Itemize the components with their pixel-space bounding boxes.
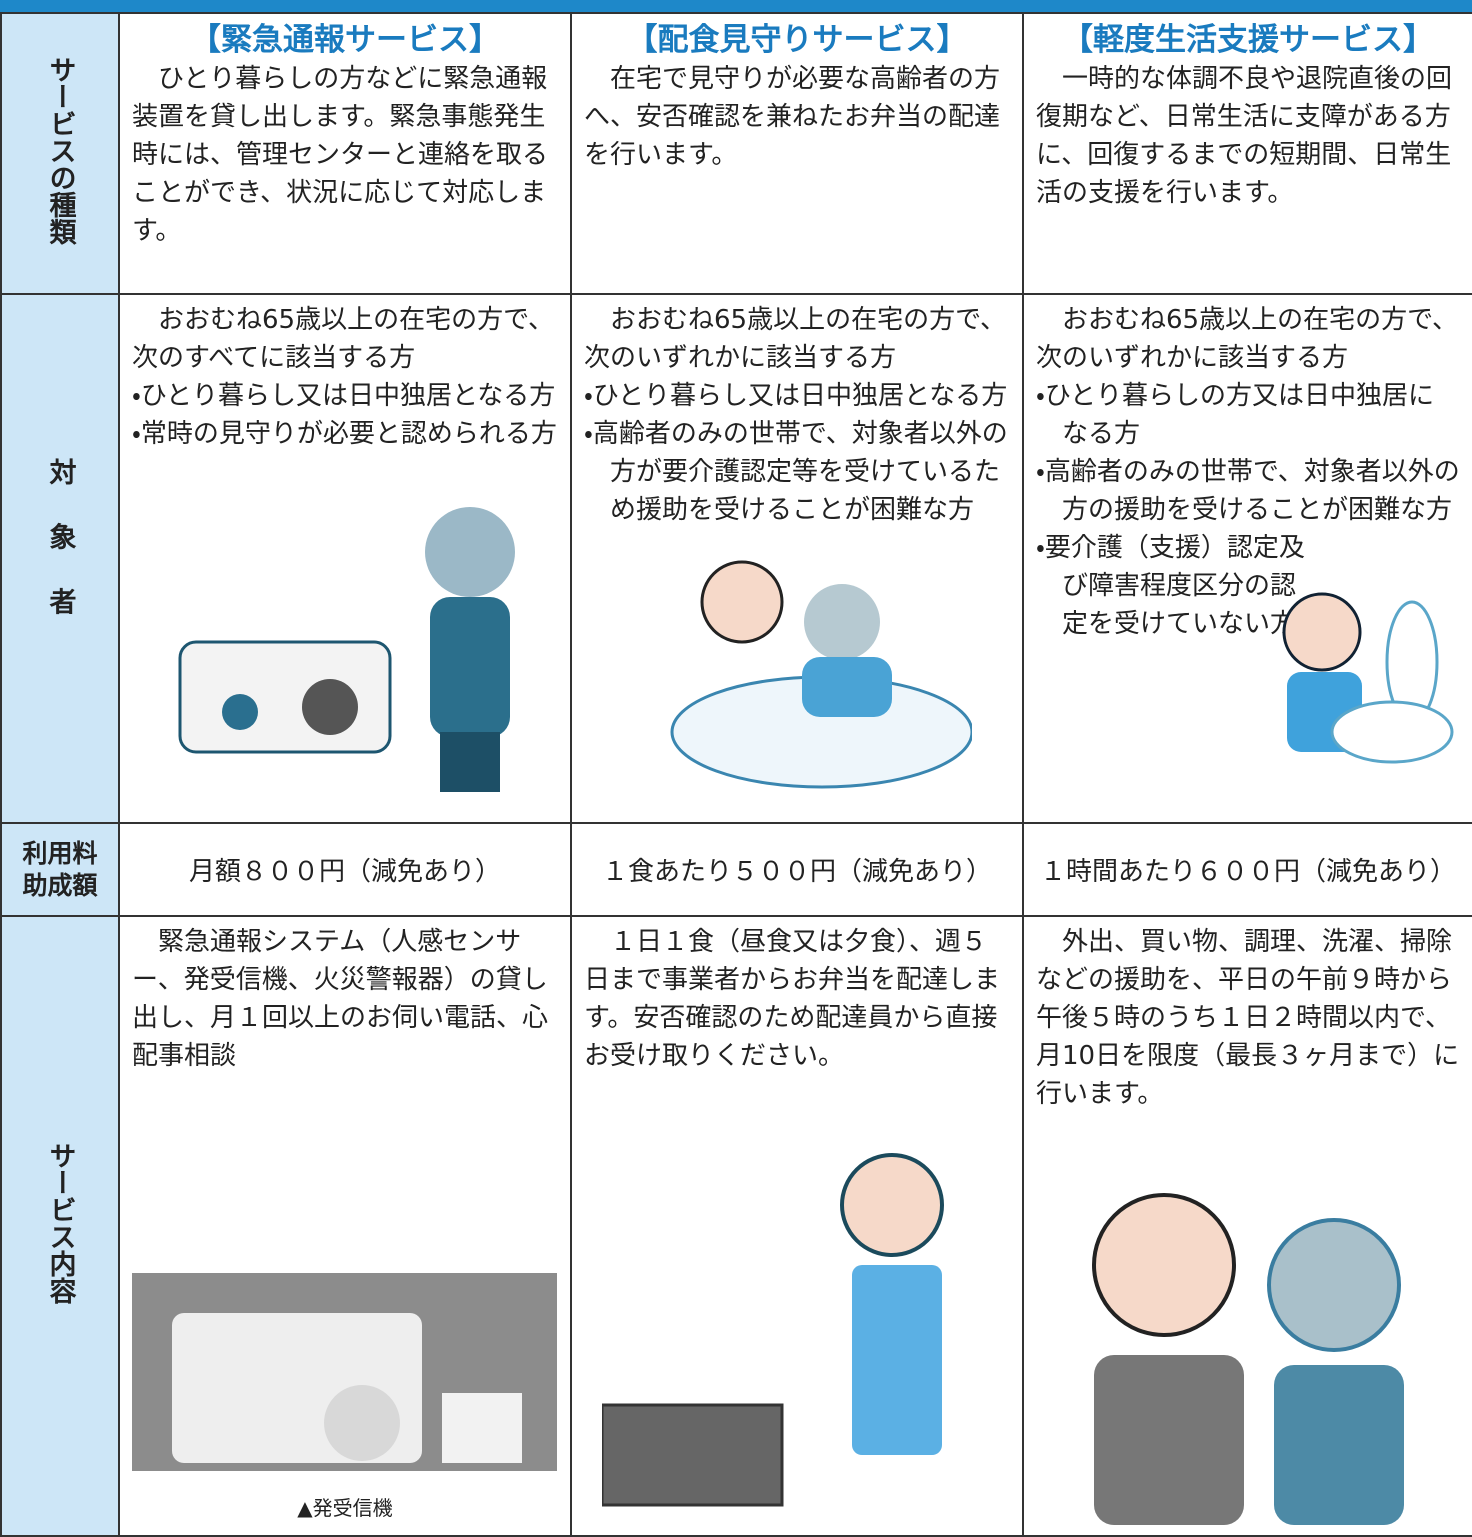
eligibility-intro: おおむね65歳以上の在宅の方で、次のすべてに該当する方 (132, 305, 555, 373)
description: 在宅で見守りが必要な高齢者の方へ、安否確認を兼ねたお弁当の配達を行います。 (584, 64, 1001, 170)
illustration (178, 507, 515, 792)
illustration (1282, 592, 1454, 764)
service-title: 【緊急通報サービス】 (190, 22, 500, 58)
eligibility-intro: おおむね65歳以上の在宅の方で、次のいずれかに該当する方 (1036, 305, 1459, 373)
content: 緊急通報システム（人感センサー、発受信機、火災警報器）の貸し出し、月１回以上のお… (132, 927, 549, 1071)
eligibility-bullet: ・ひとり暮らしの方又は日中独居になる方 (1036, 381, 1435, 449)
eligibility-bullet: ・高齢者のみの世帯で、対象者以外の方が要介護認定等を受けているため援助を受けるこ… (584, 419, 1008, 525)
service-title: 【配食見守りサービス】 (626, 22, 968, 58)
row-header-text: 利用料 (22, 838, 98, 868)
eligibility-cell: おおむね65歳以上の在宅の方で、次のすべてに該当する方・ひとり暮らし又は日中独居… (118, 293, 572, 824)
content: １日１食（昼食又は夕食）、週５日まで事業者からお弁当を配達します。安否確認のため… (584, 927, 1001, 1071)
service-title: 【軽度生活支援サービス】 (1062, 22, 1434, 58)
description: 一時的な体調不良や退院直後の回復期など、日常生活に支障がある方に、回復するまでの… (1036, 64, 1453, 208)
fee: 月額８００円（減免あり） (118, 822, 572, 917)
eligibility: おおむね65歳以上の在宅の方で、次のいずれかに該当する方 ・ひとり暮らしの方又は日… (1036, 301, 1460, 643)
eligibility-bullet: ・要介護（支援）認定及び障害程度区分の認定を受けていない方 (1036, 533, 1305, 639)
content-cell: １日１食（昼食又は夕食）、週５日まで事業者からお弁当を配達します。安否確認のため… (570, 915, 1024, 1537)
eligibility-bullet: ・高齢者のみの世帯で、対象者以外の方の援助を受けることが困難な方 (1036, 457, 1460, 525)
eligibility-bullet: ・ひとり暮らし又は日中独居となる方 (584, 381, 1008, 411)
content-cell: 緊急通報システム（人感センサー、発受信機、火災警報器）の貸し出し、月１回以上のお… (118, 915, 572, 1537)
eligibility: おおむね65歳以上の在宅の方で、次のいずれかに該当する方・ひとり暮らし又は日中独… (584, 301, 1010, 529)
photo-caption: ▲発受信機 (297, 1496, 393, 1520)
service-cell: 【配食見守りサービス】在宅で見守りが必要な高齢者の方へ、安否確認を兼ねたお弁当の… (570, 12, 1024, 295)
eligibility-bullet: ・ひとり暮らし又は日中独居となる方 (132, 381, 556, 411)
fee: １食あたり５００円（減免あり） (570, 822, 1024, 917)
illustration (1092, 1193, 1404, 1525)
eligibility-intro: おおむね65歳以上の在宅の方で、次のいずれかに該当する方 (584, 305, 1007, 373)
row-header: サービス内容 (0, 915, 120, 1537)
row-header: 利用料 助成額 (0, 822, 120, 917)
eligibility-bullet: ・常時の見守りが必要と認められる方 (132, 419, 557, 449)
row-header-text: 対象者 (44, 457, 76, 653)
description: ひとり暮らしの方などに緊急通報装置を貸し出します。緊急事態発生時には、管理センタ… (132, 64, 549, 246)
row-header-text: サービス内容 (44, 1141, 76, 1304)
eligibility-cell: おおむね65歳以上の在宅の方で、次のいずれかに該当する方・ひとり暮らし又は日中独… (570, 293, 1024, 824)
fee: １時間あたり６００円（減免あり） (1022, 822, 1472, 917)
row-header-text: サービスの種類 (44, 55, 76, 245)
service-cell: 【緊急通報サービス】ひとり暮らしの方などに緊急通報装置を貸し出します。緊急事態発… (118, 12, 572, 295)
photo (132, 1273, 557, 1471)
row-header: 対象者 (0, 293, 120, 824)
content: 外出、買い物、調理、洗濯、掃除などの援助を、平日の午前９時から午後５時のうち１日… (1036, 927, 1460, 1109)
row-header-text: 助成額 (22, 870, 98, 900)
service-cell: 【軽度生活支援サービス】一時的な体調不良や退院直後の回復期など、日常生活に支障が… (1022, 12, 1472, 295)
service-table: サービスの種類 【緊急通報サービス】ひとり暮らしの方などに緊急通報装置を貸し出し… (0, 12, 1472, 1537)
illustration (670, 560, 972, 789)
eligibility-cell: おおむね65歳以上の在宅の方で、次のいずれかに該当する方 ・ひとり暮らしの方又は日… (1022, 293, 1472, 824)
eligibility: おおむね65歳以上の在宅の方で、次のすべてに該当する方・ひとり暮らし又は日中独居… (132, 301, 558, 453)
top-bar (0, 0, 1472, 12)
content-cell: 外出、買い物、調理、洗濯、掃除などの援助を、平日の午前９時から午後５時のうち１日… (1022, 915, 1472, 1537)
row-header: サービスの種類 (0, 12, 120, 295)
illustration (602, 1153, 944, 1507)
